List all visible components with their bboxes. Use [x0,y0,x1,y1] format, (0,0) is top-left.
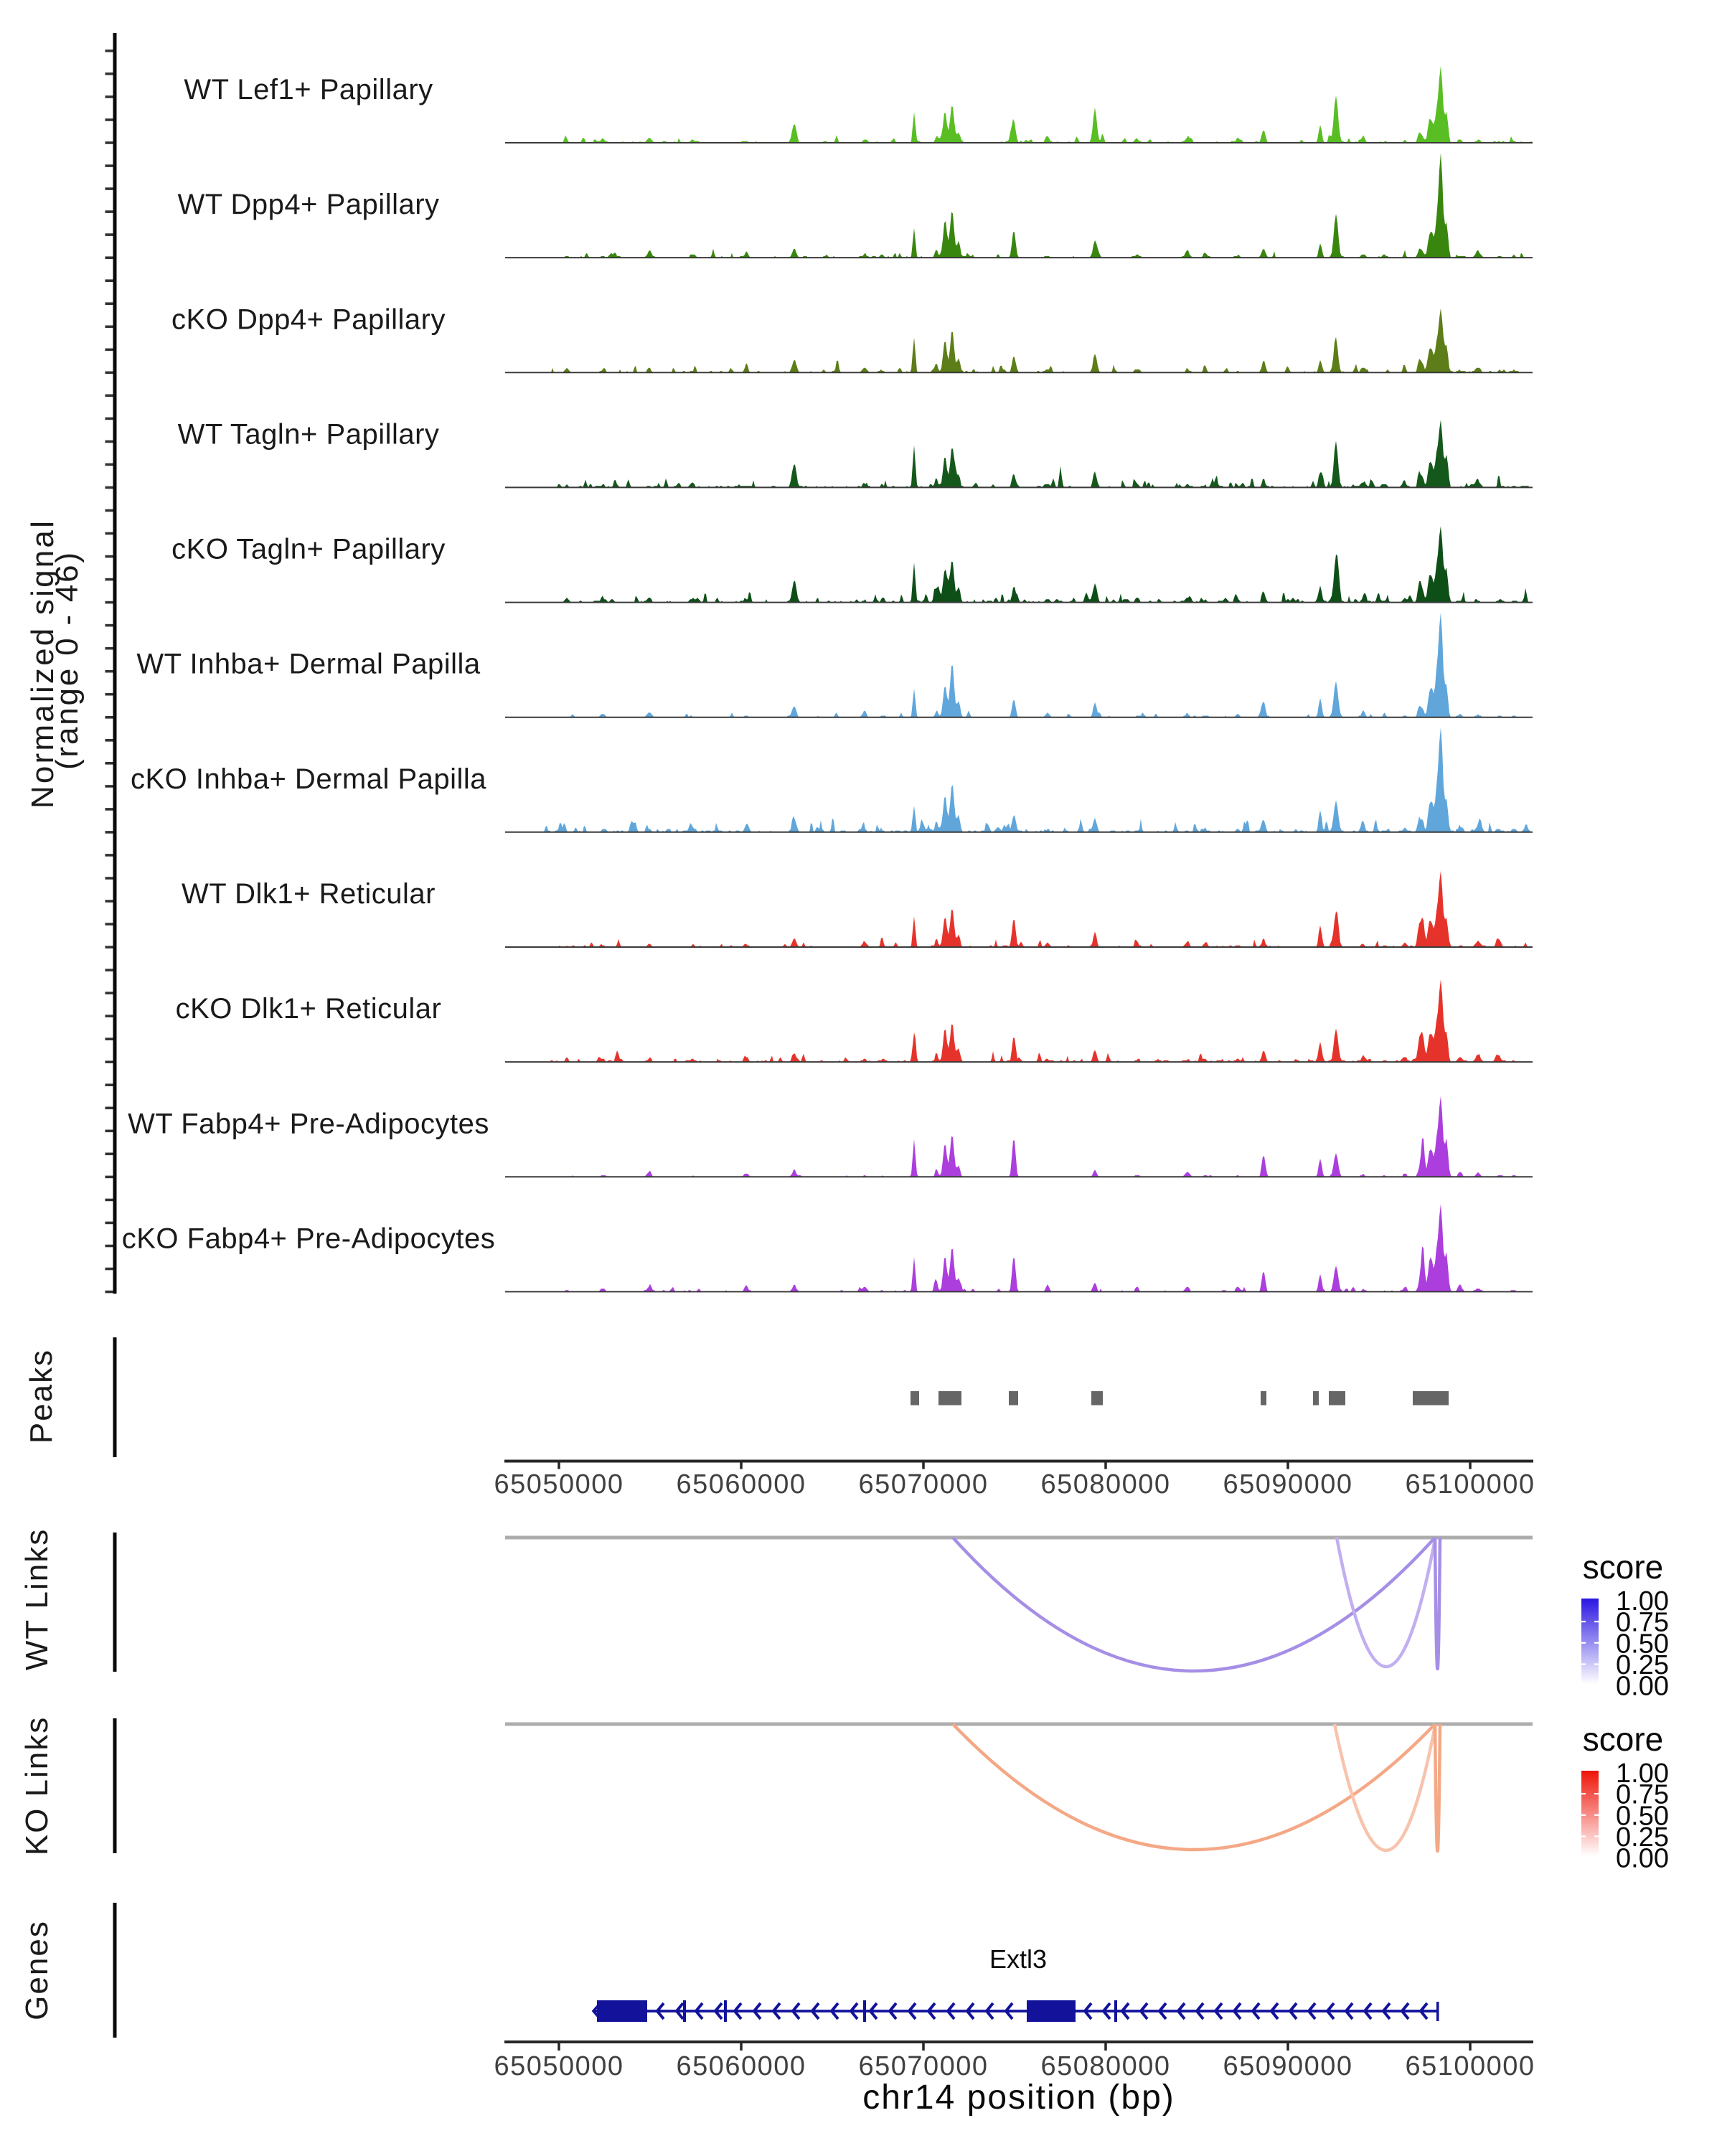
svg-text:score: score [1583,1548,1663,1586]
svg-text:65090000: 65090000 [1223,2051,1352,2081]
svg-text:65100000: 65100000 [1405,1469,1535,1500]
svg-text:65090000: 65090000 [1223,1469,1352,1500]
svg-text:0.25: 0.25 [1616,1650,1669,1680]
svg-text:65060000: 65060000 [676,2051,806,2081]
svg-text:0.00: 0.00 [1616,1672,1669,1702]
svg-text:65080000: 65080000 [1040,1469,1170,1500]
svg-text:Extl3: Extl3 [989,1944,1047,1974]
svg-text:WT Inhba+ Dermal Papilla: WT Inhba+ Dermal Papilla [136,649,481,680]
svg-text:Genes: Genes [19,1920,55,2020]
svg-text:65100000: 65100000 [1405,2051,1535,2081]
svg-text:0.25: 0.25 [1616,1822,1669,1853]
svg-text:cKO Fabp4+ Pre-Adipocytes: cKO Fabp4+ Pre-Adipocytes [122,1223,496,1254]
svg-text:0.00: 0.00 [1616,1844,1669,1874]
svg-text:WT Lef1+ Papillary: WT Lef1+ Papillary [184,74,433,105]
svg-text:WT Fabp4+ Pre-Adipocytes: WT Fabp4+ Pre-Adipocytes [128,1108,489,1139]
svg-text:1.00: 1.00 [1616,1586,1669,1616]
svg-text:WT Tagln+ Papillary: WT Tagln+ Papillary [178,418,440,450]
svg-text:chr14 position (bp): chr14 position (bp) [862,2079,1175,2117]
svg-text:cKO Tagln+ Papillary: cKO Tagln+ Papillary [171,534,446,565]
svg-text:Peaks: Peaks [24,1349,59,1444]
svg-text:KO Links: KO Links [19,1716,55,1856]
svg-text:65060000: 65060000 [676,1469,806,1500]
svg-text:0.75: 0.75 [1616,1780,1669,1810]
svg-text:1.00: 1.00 [1616,1759,1669,1789]
svg-text:cKO Dpp4+ Papillary: cKO Dpp4+ Papillary [171,303,446,335]
svg-text:65070000: 65070000 [858,1469,988,1500]
svg-text:(range 0 - 46): (range 0 - 46) [50,550,85,770]
svg-text:0.50: 0.50 [1616,1629,1669,1659]
svg-text:cKO Inhba+ Dermal Papilla: cKO Inhba+ Dermal Papilla [131,763,486,795]
svg-text:score: score [1583,1720,1663,1758]
svg-text:65070000: 65070000 [858,2051,988,2081]
svg-text:65050000: 65050000 [494,1469,624,1500]
svg-text:0.75: 0.75 [1616,1608,1669,1638]
svg-text:0.50: 0.50 [1616,1801,1669,1831]
svg-text:Normalized signal: Normalized signal [25,519,60,809]
svg-text:WT Dlk1+ Reticular: WT Dlk1+ Reticular [182,878,436,910]
svg-text:WT Dpp4+ Papillary: WT Dpp4+ Papillary [177,189,439,220]
svg-text:65050000: 65050000 [494,2051,624,2081]
svg-text:65080000: 65080000 [1040,2051,1170,2081]
svg-text:WT Links: WT Links [19,1528,55,1671]
svg-text:cKO Dlk1+ Reticular: cKO Dlk1+ Reticular [176,993,442,1025]
